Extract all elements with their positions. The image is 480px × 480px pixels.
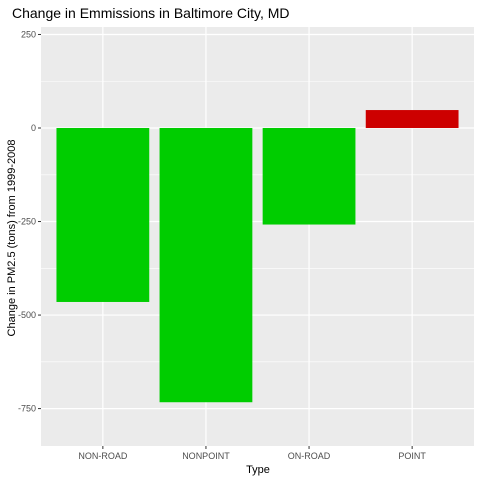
bar-non-road: [56, 128, 150, 302]
x-tick-label: ON-ROAD: [288, 451, 331, 461]
bar-point: [365, 110, 459, 129]
y-tick-label: 250: [21, 29, 36, 39]
x-tick-label: POINT: [398, 451, 426, 461]
y-axis: 250 0 -250 -500 -750: [18, 29, 41, 414]
minor-gridlines: [41, 80, 474, 363]
y-axis-title: Change in PM2.5 (tons) from 1999-2008: [6, 140, 18, 337]
y-tick-label: -750: [18, 404, 36, 414]
x-axis: NON-ROAD NONPOINT ON-ROAD POINT: [78, 446, 426, 461]
bar-on-road: [262, 128, 356, 225]
x-tick-label: NON-ROAD: [78, 451, 127, 461]
chart-title: Change in Emmissions in Baltimore City, …: [12, 5, 290, 21]
y-tick-label: -500: [18, 310, 36, 320]
x-axis-title: Type: [246, 464, 270, 476]
bar-nonpoint: [159, 128, 253, 403]
y-tick-label: 0: [31, 123, 36, 133]
x-tick-label: NONPOINT: [182, 451, 230, 461]
bars: [56, 110, 459, 403]
y-tick-label: -250: [18, 217, 36, 227]
